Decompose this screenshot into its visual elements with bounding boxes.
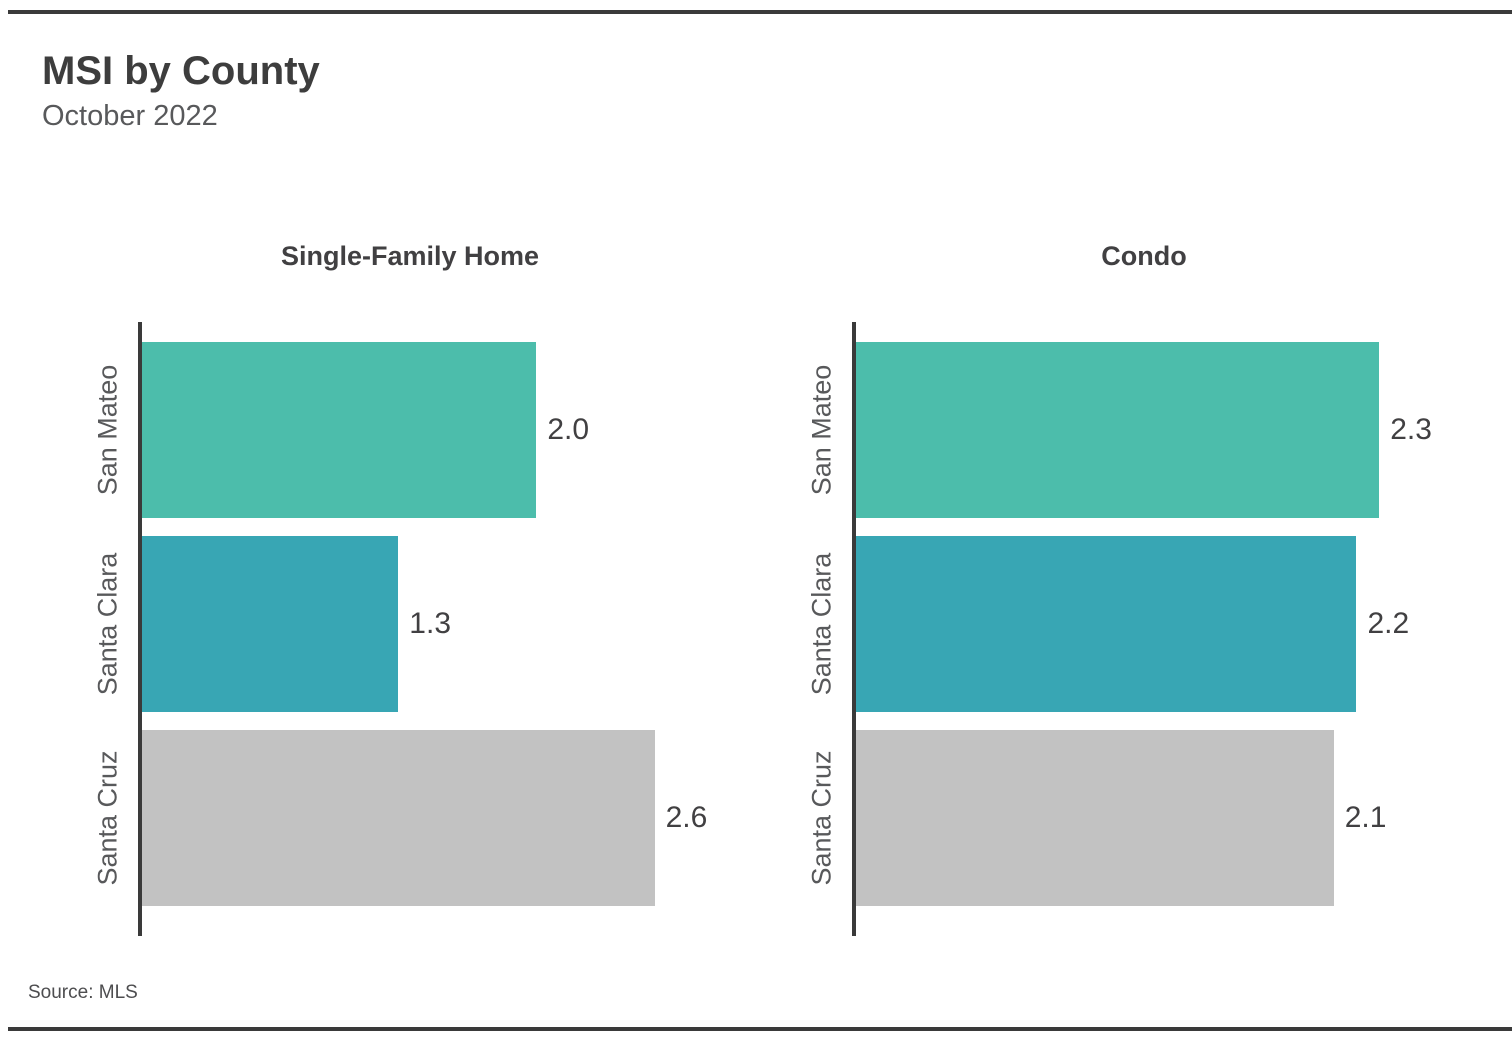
plot-wrap: San Mateo 2.3 Santa Clara 2.2 Santa Cruz 2.1 [806, 322, 1452, 937]
bar-row: Santa Clara 1.3 [93, 536, 698, 713]
chart-panel-condo: Condo San Mateo 2.3 Santa Clara 2.2 Santa Cr… [806, 241, 1452, 937]
chart-panel-single-family-home: Single-Family Home San Mateo 2.0 Santa Cla… [92, 241, 707, 937]
category-label-santa-clara: Santa Clara [806, 553, 837, 696]
plot-area: San Mateo 2.3 Santa Clara 2.2 Santa Cruz 2.1 [807, 322, 1452, 937]
bar-santa-clara [142, 536, 399, 713]
plot-wrap: San Mateo 2.0 Santa Clara 1.3 Santa Cruz 2.6 [92, 322, 707, 937]
bar-row: Santa Clara 2.2 [807, 536, 1452, 713]
bar-san-mateo [142, 342, 537, 519]
page-title: MSI by County [42, 49, 320, 93]
bar-row: San Mateo 2.0 [93, 342, 698, 519]
charts-container: Single-Family Home San Mateo 2.0 Santa Cla… [0, 241, 1512, 937]
bar-santa-cruz [856, 730, 1334, 907]
bar-san-mateo [856, 342, 1380, 519]
value-label: 2.0 [547, 413, 590, 447]
bar-santa-cruz [142, 730, 655, 907]
bar-santa-clara [856, 536, 1357, 713]
panel-title-condo: Condo [1101, 241, 1187, 272]
value-label: 1.3 [409, 607, 452, 641]
bar-row: Santa Cruz 2.1 [807, 730, 1452, 907]
chart-header: MSI by County October 2022 [42, 48, 1512, 133]
value-label: 2.2 [1367, 607, 1410, 641]
value-label: 2.1 [1344, 801, 1387, 835]
bar-row: San Mateo 2.3 [807, 342, 1452, 519]
value-label: 2.3 [1390, 413, 1432, 447]
page-subtitle: October 2022 [42, 100, 218, 132]
panel-title-single-family-home: Single-Family Home [280, 241, 540, 272]
category-label-santa-cruz: Santa Cruz [806, 750, 837, 886]
bottom-border-rule [8, 1027, 1512, 1031]
top-border-rule [8, 10, 1512, 14]
category-label-san-mateo: San Mateo [92, 365, 123, 496]
category-label-san-mateo: San Mateo [806, 365, 837, 496]
source-attribution: Source: MLS [28, 982, 138, 1003]
plot-area: San Mateo 2.0 Santa Clara 1.3 Santa Cruz 2.6 [93, 322, 707, 937]
bar-row: Santa Cruz 2.6 [93, 730, 707, 907]
category-label-santa-clara: Santa Clara [92, 553, 123, 696]
category-label-santa-cruz: Santa Cruz [92, 750, 123, 886]
value-label: 2.6 [665, 801, 708, 835]
